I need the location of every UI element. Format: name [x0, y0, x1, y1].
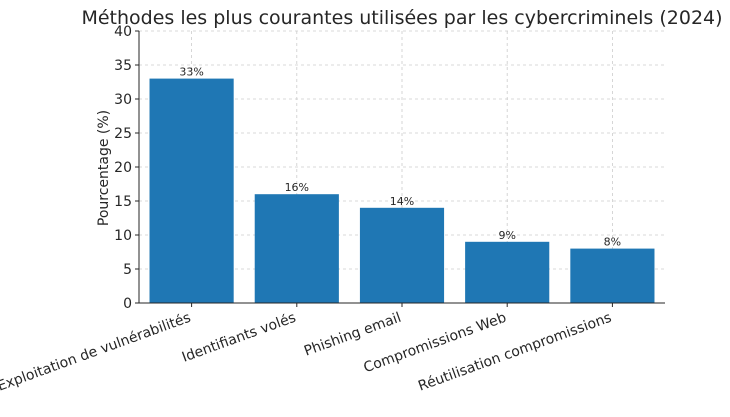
x-tick-label: Réutilisation compromissions — [416, 310, 614, 395]
bar — [254, 194, 339, 303]
y-tick-label: 5 — [123, 262, 132, 278]
x-tick-label: Exploitation de vulnérabilités — [0, 310, 193, 395]
bar — [465, 241, 550, 303]
y-tick-label: 15 — [114, 194, 132, 210]
y-tick-label: 30 — [114, 92, 132, 108]
data-label: 8% — [604, 236, 621, 249]
y-tick-label: 40 — [114, 24, 132, 40]
data-label: 33% — [179, 66, 203, 79]
bar — [570, 248, 655, 303]
data-label: 16% — [285, 181, 309, 194]
axes-layer — [135, 30, 665, 307]
y-tick-label: 35 — [114, 58, 132, 74]
y-tick-label: 0 — [123, 296, 132, 312]
y-tick-label: 25 — [114, 126, 132, 142]
bars-layer — [149, 78, 655, 303]
x-tick-label: Identifiants volés — [180, 310, 298, 366]
y-tick-label: 10 — [114, 228, 132, 244]
data-label: 14% — [390, 195, 414, 208]
data-label: 9% — [498, 229, 515, 242]
bar — [359, 207, 445, 303]
y-tick-label: 20 — [114, 160, 132, 176]
y-axis-label: Pourcentage (%) — [96, 110, 112, 226]
chart-title: Méthodes les plus courantes utilisées pa… — [81, 7, 722, 29]
bar — [149, 78, 234, 303]
